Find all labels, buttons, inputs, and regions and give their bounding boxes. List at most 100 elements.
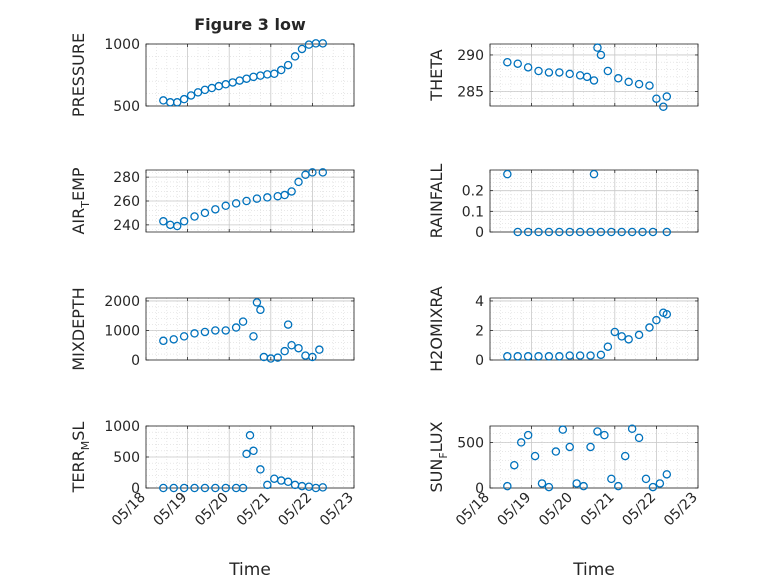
y-axis-label: THETA xyxy=(427,49,446,101)
data-point xyxy=(617,227,626,237)
data-point xyxy=(200,327,210,337)
y-axis-label: PRESSURE xyxy=(69,33,88,117)
y-tick-label: 2 xyxy=(475,323,484,339)
data-point xyxy=(565,69,574,79)
data-point xyxy=(301,351,310,360)
data-point xyxy=(558,425,568,434)
data-point xyxy=(575,351,585,360)
data-point xyxy=(614,74,623,83)
data-point xyxy=(221,201,230,211)
data-point xyxy=(586,351,595,360)
y-axis-label: AIRTEMP xyxy=(69,167,92,234)
data-point xyxy=(256,465,265,474)
x-tick-label: 05/22 xyxy=(619,490,659,530)
data-point xyxy=(555,68,564,77)
data-point xyxy=(308,168,317,177)
y-tick-label: 2000 xyxy=(104,294,140,310)
data-point xyxy=(252,298,262,307)
x-tick-label: 05/20 xyxy=(192,490,232,530)
data-point xyxy=(287,187,296,196)
data-point xyxy=(270,69,279,79)
data-point xyxy=(523,430,533,440)
data-point xyxy=(516,438,526,447)
data-point xyxy=(659,102,668,111)
data-point xyxy=(523,227,533,237)
data-point xyxy=(627,424,637,433)
subplot-pressure: 500 1000 PRESSURE xyxy=(69,33,355,117)
data-point xyxy=(575,227,585,237)
data-point xyxy=(179,483,189,493)
data-point xyxy=(200,85,210,95)
figure-title: Figure 3 low xyxy=(194,15,306,34)
y-axis-label: TERRMSL xyxy=(69,422,92,494)
y-tick-label: 0 xyxy=(131,481,140,497)
data-point xyxy=(159,483,168,493)
data-point xyxy=(603,342,613,351)
data-point xyxy=(662,309,672,319)
data-point xyxy=(593,43,602,52)
data-point xyxy=(641,474,651,484)
y-tick-label: 1000 xyxy=(104,419,140,435)
data-point xyxy=(551,447,561,456)
data-point xyxy=(513,59,522,68)
data-point xyxy=(256,305,265,315)
data-point xyxy=(534,352,543,361)
data-point xyxy=(624,335,633,344)
data-point xyxy=(617,332,626,341)
data-point xyxy=(200,483,210,493)
data-point xyxy=(179,332,189,341)
data-point xyxy=(290,52,300,61)
data-point xyxy=(280,190,289,200)
data-point xyxy=(565,351,574,360)
data-point xyxy=(242,196,251,206)
data-point xyxy=(186,91,196,100)
data-point xyxy=(263,193,272,202)
data-point xyxy=(263,480,272,490)
data-point xyxy=(297,44,307,54)
data-point xyxy=(575,71,585,80)
data-point xyxy=(607,227,616,237)
x-axis-label-left: Time xyxy=(228,560,271,580)
data-point xyxy=(159,217,168,226)
data-point xyxy=(238,483,248,493)
data-point xyxy=(634,79,644,89)
data-point xyxy=(280,346,289,356)
data-point xyxy=(544,482,554,492)
y-axis-label: MIXDEPTH xyxy=(69,287,88,370)
data-point xyxy=(648,482,658,492)
data-point xyxy=(221,483,230,493)
data-point xyxy=(283,320,293,329)
y-tick-label: 260 xyxy=(113,194,140,210)
data-point xyxy=(270,474,279,483)
y-tick-label: 0.2 xyxy=(462,184,484,200)
x-axis-label-right: Time xyxy=(572,560,615,580)
data-point xyxy=(169,483,178,493)
data-point xyxy=(318,483,328,492)
subplot-mixdepth: 0 1000 2000 MIXDEPTH xyxy=(69,287,355,371)
x-tick-label: 05/21 xyxy=(578,490,618,530)
data-point xyxy=(318,39,328,48)
data-point xyxy=(200,208,210,218)
data-point xyxy=(572,479,581,488)
x-tick-label: 05/21 xyxy=(234,490,274,530)
data-point xyxy=(652,315,661,325)
data-point xyxy=(555,352,564,361)
data-point xyxy=(252,194,262,203)
data-point xyxy=(652,94,661,103)
data-point xyxy=(273,353,282,362)
data-point xyxy=(249,332,258,341)
data-point xyxy=(207,83,217,93)
data-point xyxy=(624,77,633,87)
axes-box xyxy=(489,425,699,489)
data-point xyxy=(221,326,230,335)
data-point xyxy=(662,92,672,101)
data-point xyxy=(565,227,574,237)
data-point xyxy=(634,433,644,443)
data-point xyxy=(596,350,606,360)
data-point xyxy=(523,352,533,361)
y-tick-label: 290 xyxy=(457,48,484,64)
data-point xyxy=(172,221,182,231)
data-point xyxy=(304,482,314,492)
